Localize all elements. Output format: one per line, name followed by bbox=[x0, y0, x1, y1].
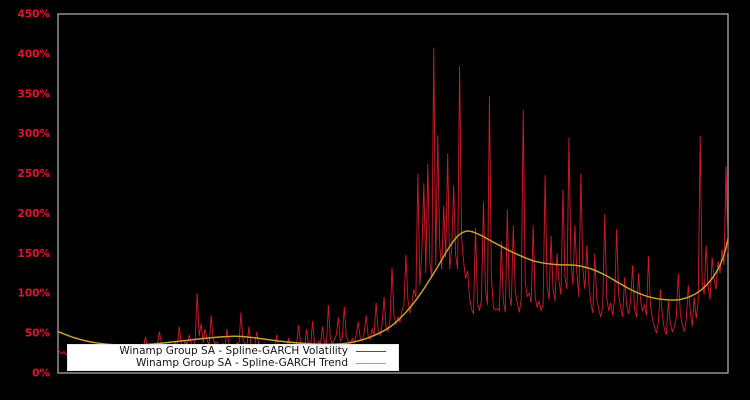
y-axis-tick-label: 350% bbox=[18, 88, 51, 100]
y-axis-tick-label: 0% bbox=[32, 368, 50, 380]
y-axis-tick-label: 400% bbox=[18, 48, 51, 60]
legend-label-volatility: Winamp Group SA - Spline-GARCH Volatilit… bbox=[119, 345, 348, 357]
trend-line bbox=[57, 230, 729, 346]
legend: Winamp Group SA - Spline-GARCH Volatilit… bbox=[67, 344, 399, 371]
y-axis-tick-label: 50% bbox=[25, 328, 51, 340]
trend-line-swatch bbox=[356, 363, 386, 364]
y-axis-tick-label: 250% bbox=[18, 168, 51, 180]
volatility-line-swatch bbox=[356, 351, 386, 352]
legend-item-trend: Winamp Group SA - Spline-GARCH Trend bbox=[68, 358, 398, 369]
y-axis-tick-label: 300% bbox=[18, 128, 51, 140]
y-axis-tick-label: 200% bbox=[18, 208, 51, 220]
volatility-line bbox=[57, 47, 729, 357]
legend-item-volatility: Winamp Group SA - Spline-GARCH Volatilit… bbox=[68, 346, 398, 357]
y-axis-tick-label: 150% bbox=[18, 248, 51, 260]
plot-border bbox=[57, 13, 729, 374]
legend-label-trend: Winamp Group SA - Spline-GARCH Trend bbox=[135, 357, 348, 369]
y-axis-tick-label: 100% bbox=[18, 288, 51, 300]
y-axis-tick-label: 450% bbox=[18, 9, 51, 21]
